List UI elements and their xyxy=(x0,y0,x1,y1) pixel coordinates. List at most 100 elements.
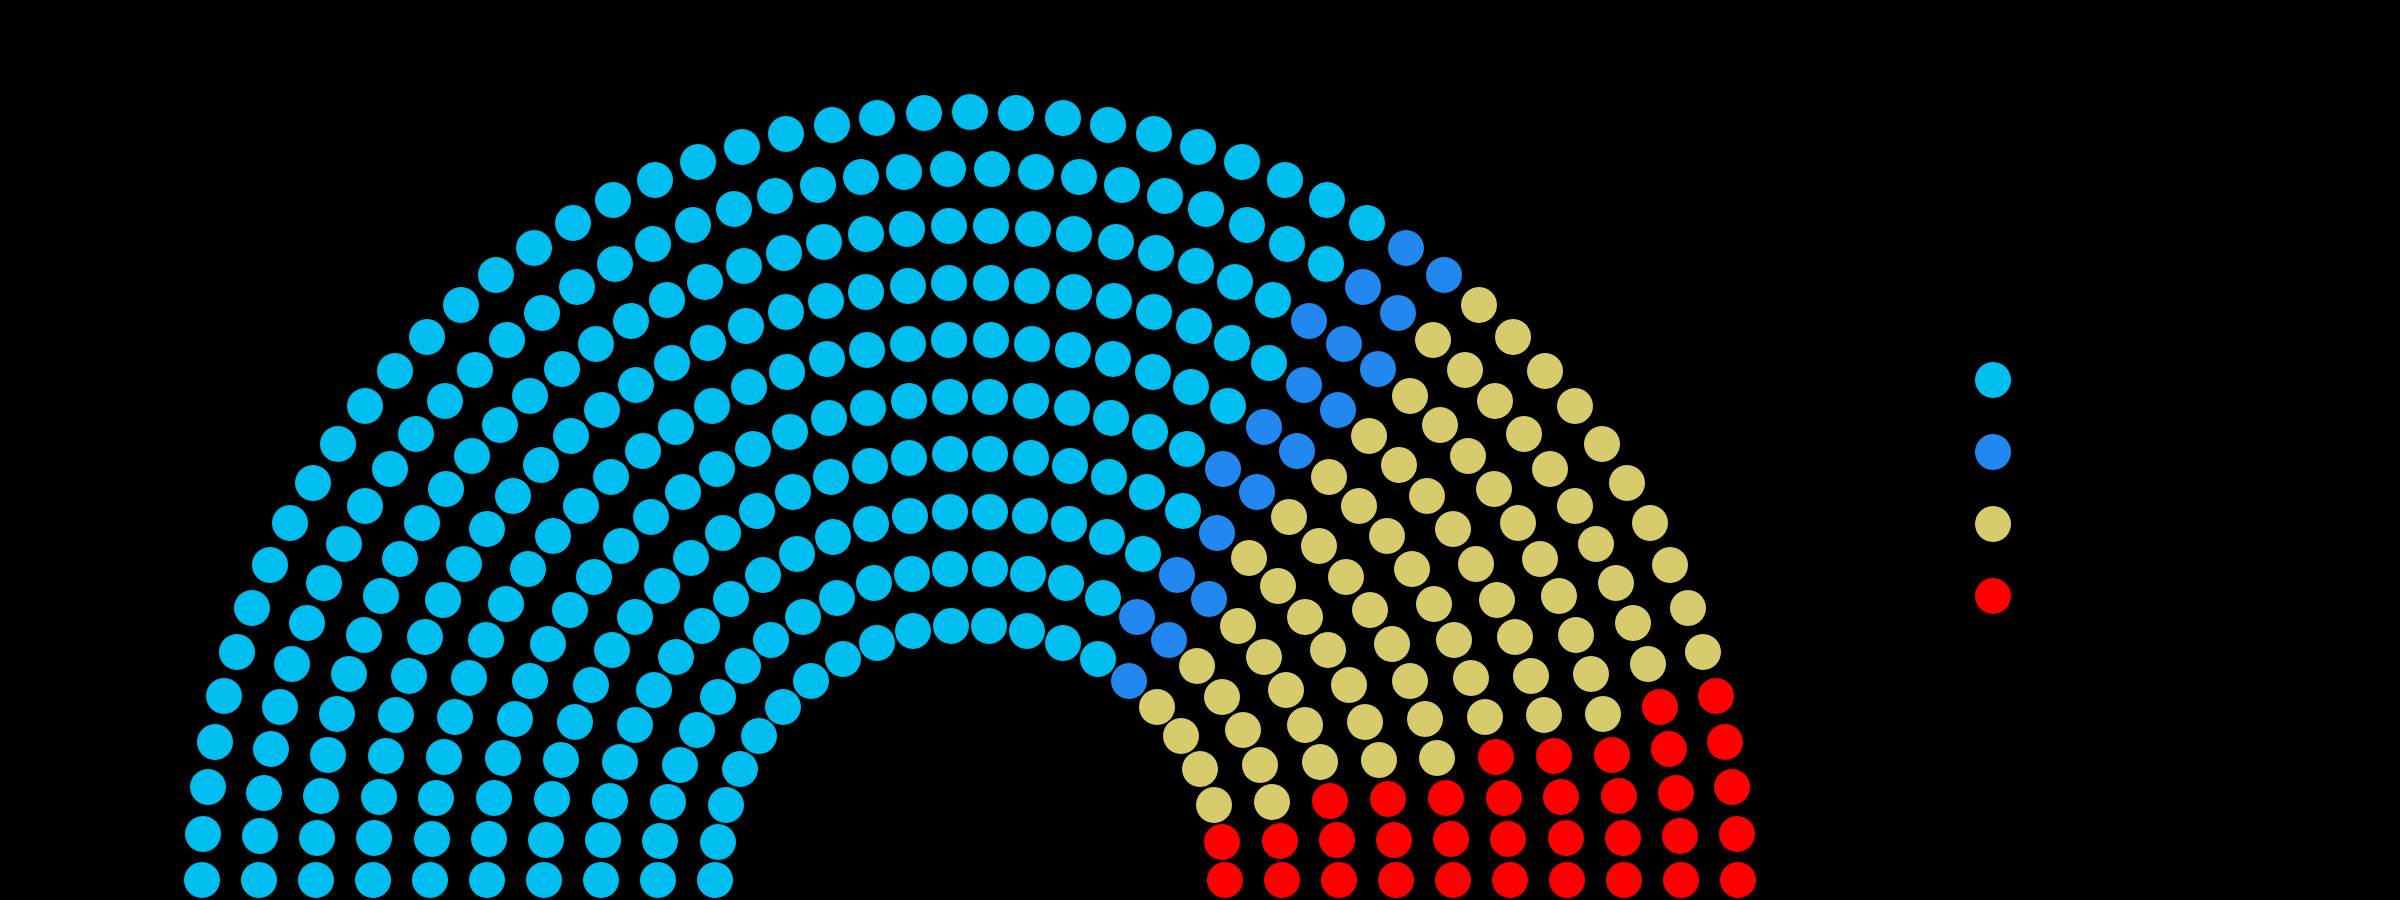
seat[interactable] xyxy=(1245,408,1282,445)
seat[interactable] xyxy=(469,862,505,898)
seat[interactable] xyxy=(1230,540,1267,577)
seat[interactable] xyxy=(189,769,226,806)
seat[interactable] xyxy=(687,263,724,300)
seat[interactable] xyxy=(487,586,524,623)
seat[interactable] xyxy=(612,302,649,339)
seat[interactable] xyxy=(1535,737,1572,774)
seat[interactable] xyxy=(824,641,861,678)
seat[interactable] xyxy=(853,506,890,543)
seat[interactable] xyxy=(850,389,887,426)
seat[interactable] xyxy=(345,616,382,653)
seat[interactable] xyxy=(577,325,614,362)
seat[interactable] xyxy=(713,580,750,617)
seat[interactable] xyxy=(1407,701,1444,738)
seat[interactable] xyxy=(771,413,808,450)
seat[interactable] xyxy=(1409,478,1446,515)
seat[interactable] xyxy=(218,633,255,670)
seat[interactable] xyxy=(1172,369,1209,406)
seat[interactable] xyxy=(1181,751,1218,788)
seat[interactable] xyxy=(1376,821,1413,858)
seat[interactable] xyxy=(744,556,781,593)
seat[interactable] xyxy=(1312,782,1349,819)
seat[interactable] xyxy=(1479,581,1516,618)
seat[interactable] xyxy=(544,350,581,387)
seat[interactable] xyxy=(886,154,923,191)
seat[interactable] xyxy=(303,778,340,815)
seat[interactable] xyxy=(636,161,673,198)
seat[interactable] xyxy=(1311,458,1348,495)
seat[interactable] xyxy=(489,322,526,359)
seat[interactable] xyxy=(331,655,368,692)
seat[interactable] xyxy=(1012,440,1049,477)
seat[interactable] xyxy=(274,646,311,683)
seat[interactable] xyxy=(1685,633,1722,670)
seat[interactable] xyxy=(731,369,768,406)
seat[interactable] xyxy=(799,167,836,204)
seat[interactable] xyxy=(1013,325,1050,362)
seat[interactable] xyxy=(1225,711,1262,748)
legend-item[interactable]: Party A xyxy=(1975,362,2100,398)
seat[interactable] xyxy=(1392,663,1429,700)
seat[interactable] xyxy=(697,862,733,898)
seat[interactable] xyxy=(347,487,384,524)
seat[interactable] xyxy=(1435,862,1471,898)
seat[interactable] xyxy=(1216,263,1253,300)
seat[interactable] xyxy=(1330,666,1367,703)
seat[interactable] xyxy=(679,143,716,180)
seat[interactable] xyxy=(1150,621,1187,658)
seat[interactable] xyxy=(1351,418,1388,455)
seat[interactable] xyxy=(1014,211,1051,248)
seat[interactable] xyxy=(573,666,610,703)
seat[interactable] xyxy=(1177,248,1214,285)
seat[interactable] xyxy=(767,294,804,331)
seat[interactable] xyxy=(1370,781,1407,818)
seat[interactable] xyxy=(931,208,968,245)
seat[interactable] xyxy=(1326,325,1363,362)
seat[interactable] xyxy=(674,207,711,244)
seat[interactable] xyxy=(1521,541,1558,578)
seat[interactable] xyxy=(806,224,843,261)
seat[interactable] xyxy=(973,151,1010,188)
legend-item[interactable]: Party B xyxy=(1975,434,2101,470)
seat[interactable] xyxy=(1207,862,1243,898)
seat[interactable] xyxy=(1549,862,1585,898)
seat[interactable] xyxy=(741,718,778,755)
seat[interactable] xyxy=(812,459,849,496)
seat[interactable] xyxy=(1344,269,1381,306)
seat[interactable] xyxy=(635,671,672,708)
seat[interactable] xyxy=(891,440,928,477)
seat[interactable] xyxy=(1526,352,1563,389)
seat[interactable] xyxy=(310,736,347,773)
seat[interactable] xyxy=(793,662,829,699)
seat[interactable] xyxy=(1169,430,1206,467)
seat[interactable] xyxy=(1476,470,1513,507)
seat[interactable] xyxy=(1090,106,1127,143)
seat[interactable] xyxy=(552,418,589,455)
seat[interactable] xyxy=(1663,862,1699,898)
seat[interactable] xyxy=(1146,178,1183,215)
seat[interactable] xyxy=(1250,344,1287,381)
seat[interactable] xyxy=(643,568,680,605)
seat[interactable] xyxy=(1044,99,1081,136)
seat[interactable] xyxy=(815,519,852,556)
seat[interactable] xyxy=(618,367,655,404)
seat[interactable] xyxy=(1449,438,1486,475)
seat[interactable] xyxy=(1606,862,1642,898)
seat[interactable] xyxy=(233,589,270,626)
seat[interactable] xyxy=(1204,678,1241,715)
seat[interactable] xyxy=(819,579,856,616)
seat[interactable] xyxy=(664,473,701,510)
seat[interactable] xyxy=(592,458,629,495)
seat[interactable] xyxy=(1159,556,1196,593)
seat[interactable] xyxy=(1650,731,1687,768)
seat[interactable] xyxy=(1541,578,1578,615)
seat[interactable] xyxy=(931,379,968,416)
seat[interactable] xyxy=(1014,268,1051,305)
seat[interactable] xyxy=(1391,377,1428,414)
seat[interactable] xyxy=(562,487,599,524)
seat[interactable] xyxy=(699,678,736,715)
seat[interactable] xyxy=(593,631,630,668)
seat[interactable] xyxy=(1584,696,1621,733)
seat[interactable] xyxy=(808,341,845,378)
seat[interactable] xyxy=(931,265,968,302)
